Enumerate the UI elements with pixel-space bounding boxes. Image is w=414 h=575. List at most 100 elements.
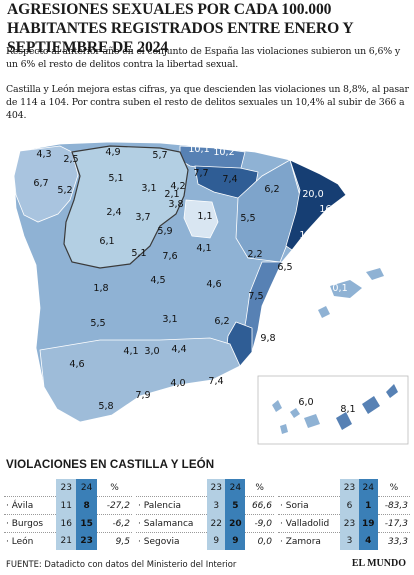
map-value-label: 6,2 bbox=[214, 316, 229, 327]
map-value-label: 10,1 bbox=[326, 283, 347, 294]
value-2024: 23 bbox=[76, 532, 98, 550]
map-value-label: 4,9 bbox=[105, 147, 120, 158]
value-2024: 20 bbox=[225, 514, 246, 533]
province-name: · Burgos bbox=[4, 514, 57, 533]
header-2023: 23 bbox=[207, 479, 226, 497]
region-baleares-ibiza bbox=[318, 306, 330, 318]
table-row: · Palencia 3 5 66,6 bbox=[136, 496, 274, 515]
value-2024: 9 bbox=[225, 532, 246, 550]
table-row: · Ávila 11 8 -27,2 bbox=[4, 496, 132, 515]
province-name: · Segovia bbox=[136, 532, 208, 550]
table-row: · Valladolid 23 19 -17,3 bbox=[278, 514, 410, 533]
province-name: · Soria bbox=[278, 496, 341, 515]
value-2024: 19 bbox=[358, 514, 378, 533]
map-value-label: 1,1 bbox=[197, 211, 212, 222]
map-value-label: 3,1 bbox=[141, 183, 156, 194]
map-value-label: 3,0 bbox=[144, 346, 159, 357]
table-row: · Soria 6 1 -83,3 bbox=[278, 496, 410, 515]
province-name: · Salamanca bbox=[136, 514, 208, 533]
region-baleares-menorca bbox=[366, 268, 384, 280]
map-value-label: 10,2 bbox=[213, 147, 234, 158]
value-2023: 16 bbox=[56, 514, 77, 533]
value-2023: 6 bbox=[340, 496, 359, 515]
header-spacer bbox=[4, 479, 56, 497]
map-value-label: 4,1 bbox=[196, 243, 211, 254]
map-value-label: 3,8 bbox=[168, 199, 183, 210]
header-spacer bbox=[278, 479, 340, 497]
map-value-label: 7,5 bbox=[248, 291, 263, 302]
value-2024: 4 bbox=[358, 532, 378, 550]
header-spacer bbox=[136, 479, 207, 497]
header-2024: 24 bbox=[358, 479, 378, 497]
province-name: · Valladolid bbox=[278, 514, 341, 533]
map-value-label: 7,7 bbox=[193, 168, 208, 179]
map-value-label: 6,2 bbox=[264, 184, 279, 195]
source-note: FUENTE: Datadicto con datos del Minister… bbox=[6, 559, 237, 569]
value-pct: -9,0 bbox=[245, 514, 274, 533]
value-pct: 9,5 bbox=[97, 532, 132, 550]
map-value-label: 6,7 bbox=[33, 178, 48, 189]
map-value-label: 2,5 bbox=[63, 154, 78, 165]
value-2023: 9 bbox=[207, 532, 226, 550]
map-value-label: 10,1 bbox=[188, 144, 209, 155]
map-value-label: 4,1 bbox=[123, 346, 138, 357]
region-castilla-leon bbox=[63, 145, 189, 269]
canarias-inset-frame bbox=[257, 375, 409, 445]
map-value-label: 7,6 bbox=[162, 251, 177, 262]
map-value-label: 7,4 bbox=[222, 174, 237, 185]
header-pct: % bbox=[255, 482, 264, 493]
header-2023: 23 bbox=[340, 479, 359, 497]
map-value-label: 6,1 bbox=[99, 236, 114, 247]
map-value-label: 3,1 bbox=[162, 314, 177, 325]
region-andalucia bbox=[39, 337, 241, 423]
value-2023: 11 bbox=[56, 496, 77, 515]
table-header-row: 23 24 % bbox=[4, 479, 132, 497]
map-value-label: 5,8 bbox=[98, 401, 113, 412]
map-value-label: 20,0 bbox=[302, 189, 323, 200]
map-value-label: 4,5 bbox=[150, 275, 165, 286]
table-row: · Segovia 9 9 0,0 bbox=[136, 532, 274, 550]
map-value-label: 2,1 bbox=[164, 189, 179, 200]
map-value-labels: 4,3 2,5 4,9 5,7 10,1 10,2 6,7 5,2 5,1 3,1 4,22,1 7,… bbox=[33, 144, 366, 415]
map-value-label: 6,0 bbox=[298, 397, 313, 408]
table-row: · Zamora 3 4 33,3 bbox=[278, 532, 410, 550]
table-row: · León 21 23 9,5 bbox=[4, 532, 132, 550]
cyl-table-3: 23 24 % · Soria 6 1 -83,3 · Valladolid 2… bbox=[278, 479, 410, 550]
province-name: · Ávila bbox=[4, 496, 57, 515]
value-2023: 3 bbox=[340, 532, 359, 550]
cyl-table-1: 23 24 % · Ávila 11 8 -27,2 · Burgos 16 1… bbox=[4, 479, 132, 550]
value-pct: -6,2 bbox=[97, 514, 132, 533]
page-title: AGRESIONES SEXUALES POR CADA 100.000 HAB… bbox=[7, 1, 353, 56]
map-value-label: 6,5 bbox=[277, 262, 292, 273]
map-value-label: 5,1 bbox=[131, 248, 146, 259]
map-value-label: 2,4 bbox=[106, 207, 121, 218]
value-pct: 0,0 bbox=[245, 532, 274, 550]
map-value-label: 16,0 bbox=[319, 204, 340, 215]
province-name: · Zamora bbox=[278, 532, 341, 550]
map-value-label: 4,3 bbox=[36, 149, 51, 160]
value-2023: 22 bbox=[207, 514, 226, 533]
table-header-row: 23 24 % bbox=[278, 479, 410, 497]
region-galicia bbox=[13, 145, 79, 223]
intro-paragraph-1: Respecto al anterior año en el conjunto … bbox=[6, 46, 401, 71]
value-2023: 3 bbox=[207, 496, 226, 515]
intro-paragraph-2: Castilla y León mejora estas cifras, ya … bbox=[6, 84, 409, 122]
cyl-table-title: VIOLACIONES EN CASTILLA Y LEÓN bbox=[6, 458, 215, 471]
map-value-label: 17,9 bbox=[345, 189, 366, 200]
map-value-label: 4,4 bbox=[171, 344, 186, 355]
map-value-label: 4,0 bbox=[170, 378, 185, 389]
map-value-label: 4,2 bbox=[170, 181, 185, 192]
value-pct: 66,6 bbox=[245, 496, 274, 515]
map-value-label: 7,9 bbox=[135, 390, 150, 401]
map-value-label: 5,2 bbox=[57, 185, 72, 196]
map-value-label: 5,9 bbox=[157, 226, 172, 237]
table-row: · Burgos 16 15 -6,2 bbox=[4, 514, 132, 533]
map-value-label: 16,5 bbox=[299, 230, 320, 241]
table-header-row: 23 24 % bbox=[136, 479, 274, 497]
map-value-label: 5,7 bbox=[152, 150, 167, 161]
value-2024: 8 bbox=[76, 496, 98, 515]
region-canarias-east bbox=[336, 384, 398, 430]
brand-logo: EL MUNDO bbox=[351, 558, 406, 569]
value-2024: 1 bbox=[358, 496, 378, 515]
value-2024: 5 bbox=[225, 496, 246, 515]
